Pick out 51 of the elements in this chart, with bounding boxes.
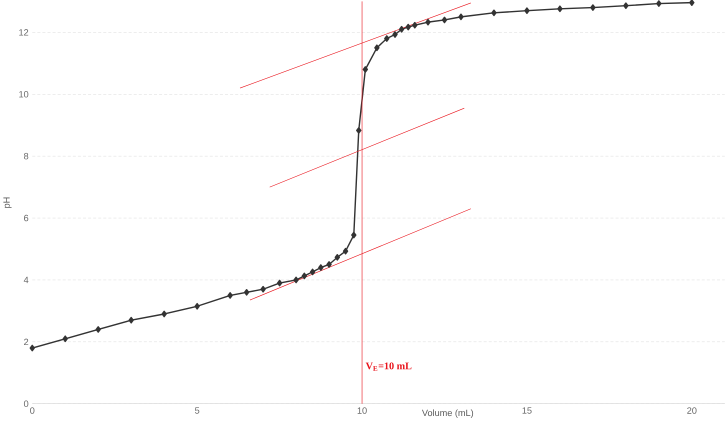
point xyxy=(491,9,497,16)
x-tick-label: 15 xyxy=(522,407,532,414)
x-tick-label: 5 xyxy=(194,407,200,414)
point xyxy=(128,316,134,324)
point xyxy=(392,31,398,38)
point xyxy=(442,16,448,24)
point xyxy=(194,302,200,310)
point xyxy=(356,126,362,134)
point xyxy=(406,24,411,30)
x-tick-label: 20 xyxy=(687,407,697,414)
y-tick-label: 12 xyxy=(19,29,28,36)
point xyxy=(326,261,332,268)
point xyxy=(310,268,316,276)
point xyxy=(374,44,380,52)
point xyxy=(318,264,324,271)
point xyxy=(590,4,596,11)
point xyxy=(227,292,233,299)
point xyxy=(689,0,695,6)
y-tick-label: 10 xyxy=(19,90,28,98)
y-axis-title: pH xyxy=(3,197,12,208)
point xyxy=(351,232,356,238)
point xyxy=(362,66,368,73)
point xyxy=(276,280,282,286)
y-tick-label: 0 xyxy=(24,400,28,407)
point xyxy=(260,286,266,292)
point xyxy=(557,5,563,12)
point xyxy=(293,276,299,284)
x-tick-label: 10 xyxy=(358,407,367,414)
x-axis-title: Volume (mL) xyxy=(422,409,474,418)
point xyxy=(398,26,404,32)
y-tick-label: 2 xyxy=(24,338,28,345)
point xyxy=(334,254,340,261)
x-tick-label: 0 xyxy=(30,407,34,414)
point xyxy=(425,18,431,26)
y-tick-label: 6 xyxy=(24,214,28,222)
point xyxy=(62,335,68,342)
point xyxy=(96,326,101,333)
y-tick-label: 4 xyxy=(24,276,28,283)
y-tick-label: 8 xyxy=(24,152,28,160)
ref-line-label: V$_{E}$=10 mL xyxy=(366,362,412,371)
point xyxy=(302,272,308,280)
point xyxy=(412,22,418,28)
point xyxy=(656,0,662,7)
point xyxy=(384,35,390,42)
point xyxy=(161,310,167,318)
point xyxy=(623,2,629,9)
point xyxy=(244,288,250,296)
point xyxy=(458,13,464,20)
point xyxy=(342,248,348,254)
point xyxy=(524,7,530,14)
point xyxy=(30,344,35,352)
